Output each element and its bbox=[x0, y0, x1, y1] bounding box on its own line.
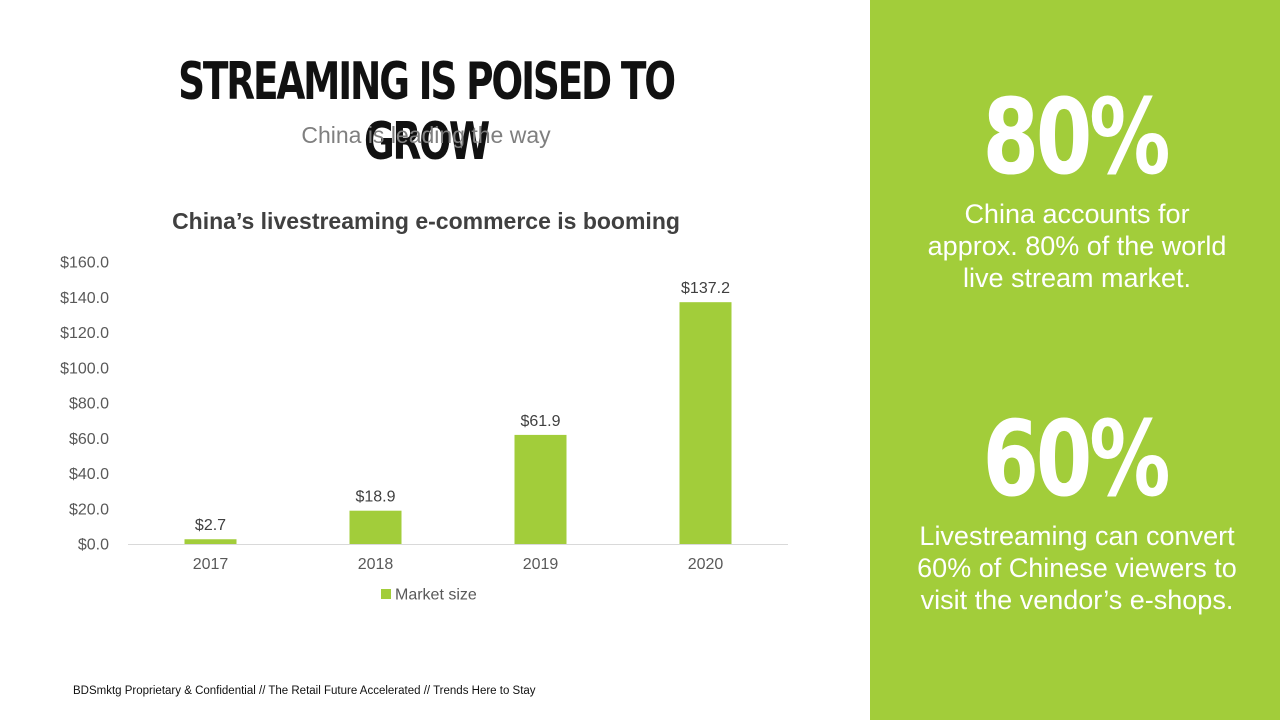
legend-swatch bbox=[381, 589, 391, 599]
bar-chart: $0.0 $20.0 $40.0 $60.0 $80.0 $100.0 $120.0 $140… bbox=[60, 255, 788, 604]
bar bbox=[349, 510, 402, 544]
y-tick-label: $120.0 bbox=[60, 325, 109, 342]
y-tick-label: $20.0 bbox=[69, 501, 109, 518]
bar bbox=[514, 434, 567, 544]
stat-80-value: 80% bbox=[982, 76, 1171, 198]
x-tick-label: 2017 bbox=[193, 556, 229, 573]
y-tick-label: $80.0 bbox=[69, 396, 109, 413]
stats-panel bbox=[870, 0, 1280, 720]
page-subtitle: China is leading the way bbox=[301, 122, 551, 148]
data-label: $61.9 bbox=[520, 413, 560, 430]
x-tick-label: 2020 bbox=[688, 556, 724, 573]
y-tick-label: $0.0 bbox=[78, 537, 109, 554]
y-tick-label: $140.0 bbox=[60, 290, 109, 307]
data-label: $2.7 bbox=[195, 517, 226, 534]
x-tick-label: 2019 bbox=[523, 556, 559, 573]
y-tick-label: $160.0 bbox=[60, 255, 109, 272]
page-title: STREAMING IS POISED TO GROW bbox=[178, 52, 676, 172]
legend-label: Market size bbox=[395, 587, 477, 604]
data-label: $137.2 bbox=[681, 280, 730, 297]
stat-60-value: 60% bbox=[982, 398, 1171, 520]
y-tick-label: $100.0 bbox=[60, 360, 109, 377]
y-tick-label: $60.0 bbox=[69, 431, 109, 448]
data-label: $18.9 bbox=[355, 489, 395, 506]
footer-text: BDSmktg Proprietary & Confidential // Th… bbox=[73, 685, 536, 697]
chart-title: China’s livestreaming e-commerce is boom… bbox=[172, 208, 680, 234]
stat-80-description: China accounts for approx. 80% of the wo… bbox=[927, 199, 1227, 293]
x-tick-label: 2018 bbox=[358, 556, 394, 573]
y-tick-label: $40.0 bbox=[69, 466, 109, 483]
bar bbox=[184, 539, 237, 544]
stat-60-description: Livestreaming can convert 60% of Chinese… bbox=[917, 521, 1237, 615]
bar bbox=[679, 302, 732, 544]
